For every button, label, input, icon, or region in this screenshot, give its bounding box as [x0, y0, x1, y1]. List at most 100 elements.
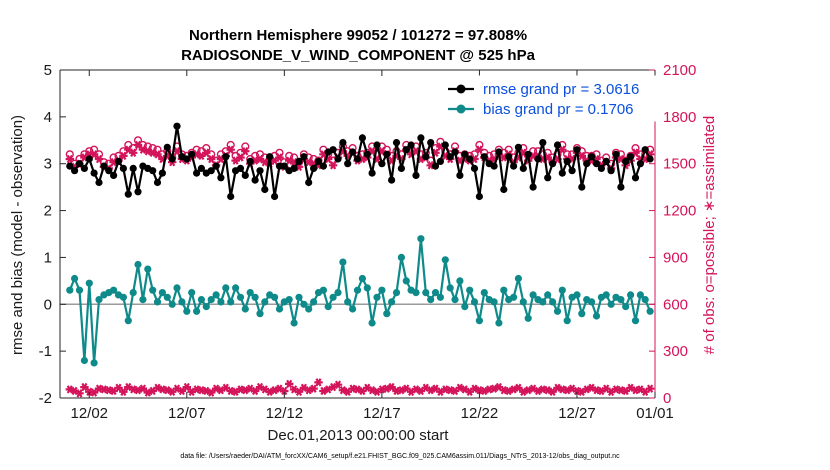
rmse-point — [470, 164, 479, 172]
x-tick-label: 12/22 — [461, 405, 499, 422]
bias-point — [446, 284, 454, 292]
y-tick-label: 1 — [44, 249, 52, 266]
bias-point — [607, 300, 615, 308]
rmse-point — [480, 153, 488, 161]
bias-point — [500, 286, 508, 294]
bias-point — [417, 235, 425, 243]
bias-point — [339, 258, 347, 266]
bias-point — [588, 298, 596, 306]
rmse-point — [358, 134, 366, 142]
obs-rejected-point — [138, 384, 148, 393]
rmse-point — [80, 164, 88, 172]
rmse-point — [622, 157, 630, 165]
rmse-point — [344, 160, 352, 168]
y-axis-label: rmse and bias (model - observation) — [9, 115, 26, 355]
bias-point — [261, 298, 269, 306]
rmse-point — [388, 176, 396, 184]
rmse-point — [578, 183, 586, 191]
obs-rejected-point — [80, 382, 89, 392]
bias-point — [139, 296, 147, 304]
rmse-point — [183, 155, 191, 163]
rmse-point — [163, 143, 171, 151]
rmse-point — [607, 167, 615, 175]
bias-point — [622, 303, 630, 311]
bias-point — [80, 356, 88, 365]
rmse-point — [363, 150, 371, 158]
chart-title: Northern Hemisphere 99052 / 101272 = 97.… — [189, 27, 527, 44]
x-tick-label: 12/27 — [558, 405, 596, 422]
bias-point — [573, 291, 581, 299]
bias-point — [539, 298, 547, 306]
bias-point — [295, 293, 303, 301]
rmse-point — [568, 167, 576, 175]
rmse-point — [314, 157, 323, 165]
legend-box — [411, 75, 656, 122]
rmse-point — [95, 178, 103, 187]
y2-tick-label: 0 — [663, 390, 671, 407]
x-tick-label: 01/01 — [636, 405, 674, 422]
rmse-point — [319, 162, 327, 170]
bias-point — [153, 298, 162, 306]
rmse-point — [149, 167, 157, 175]
rmse-point — [431, 162, 440, 170]
obs-rejected-point — [75, 389, 84, 398]
obs-rejected-point — [294, 387, 304, 396]
bias-point — [285, 296, 293, 304]
bias-point — [246, 289, 254, 297]
bias-point — [275, 305, 284, 313]
obs-assimilated-point — [129, 148, 138, 157]
obs-assimilated-point — [226, 145, 235, 154]
obs-rejected-point — [89, 388, 99, 397]
bias-point — [466, 286, 474, 294]
rmse-point — [544, 174, 552, 182]
obs-assimilated-point — [577, 151, 586, 161]
rmse-point — [236, 164, 245, 172]
rmse-point — [592, 160, 601, 168]
rmse-point — [451, 148, 459, 156]
bias-point — [149, 286, 157, 294]
y-tick-label: 5 — [44, 62, 52, 79]
y2-tick-label: 2100 — [663, 62, 696, 79]
data-file-footnote: data file: /Users/raeder/DAI/ATM_forcXX/… — [180, 453, 620, 460]
rmse-point — [300, 153, 308, 161]
rmse-point — [583, 160, 591, 168]
x-tick-label: 12/12 — [266, 405, 304, 422]
rmse-point — [539, 139, 547, 147]
bias-point — [232, 284, 240, 292]
bias-point — [124, 317, 132, 325]
legend-bias-marker — [456, 104, 466, 114]
rmse-point — [534, 155, 542, 163]
rmse-point — [563, 157, 571, 165]
bias-point — [563, 317, 571, 325]
bias-point — [397, 253, 405, 261]
bias-point — [222, 284, 230, 292]
bias-point — [509, 293, 518, 301]
bias-point — [158, 289, 166, 297]
bias-point — [441, 256, 449, 264]
rmse-point — [392, 139, 401, 147]
bias-point — [110, 286, 118, 294]
bias-point — [436, 293, 444, 301]
bias-point — [324, 303, 332, 311]
bias-point — [412, 289, 420, 297]
legend: rmse grand pr = 3.0616 bias grand pr = 0… — [411, 75, 656, 122]
rmse-point — [129, 164, 137, 172]
bias-point — [578, 310, 586, 318]
obs-rejected-point — [207, 388, 216, 397]
bias-point — [168, 300, 176, 308]
rmse-point — [383, 150, 391, 158]
rmse-point — [153, 178, 162, 187]
bias-point — [95, 296, 103, 304]
bias-point — [427, 296, 435, 304]
bias-point — [349, 305, 357, 313]
rmse-point — [519, 164, 527, 172]
y2-tick-label: 900 — [663, 249, 688, 266]
bias-point — [602, 291, 610, 299]
y-tick-label: -1 — [39, 343, 52, 360]
rmse-point — [90, 169, 98, 177]
bias-point — [544, 291, 552, 299]
rmse-point — [373, 141, 381, 149]
bias-point — [227, 298, 235, 306]
obs-rejected-point — [314, 378, 323, 387]
bias-point — [368, 319, 376, 327]
